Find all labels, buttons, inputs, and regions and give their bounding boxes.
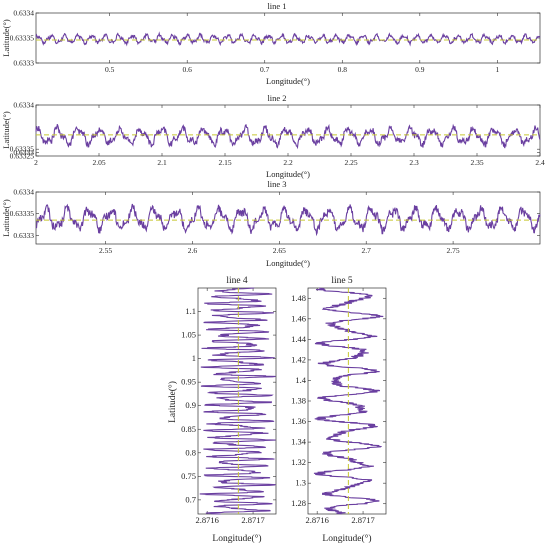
y-tick-label: 1.3	[295, 478, 306, 488]
y-axis-label: Latitude(°)	[167, 381, 178, 423]
y-tick-label: 0.6333	[13, 148, 34, 157]
y-tick-label: 1.36	[291, 416, 306, 426]
y-axis-label: Latitude(°)	[1, 199, 11, 237]
x-tick-label: 2.65	[273, 246, 286, 255]
y-tick-label: 1.05	[181, 330, 196, 340]
x-axis-label: Longitude(°)	[212, 533, 261, 544]
y-tick-label: 1.1	[185, 306, 196, 316]
x-tick-label: 2.35	[470, 158, 483, 167]
chart-title: line 3	[267, 179, 286, 189]
x-axis-label: Longitude(°)	[322, 533, 371, 544]
x-tick-label: 2.8716	[195, 515, 218, 525]
x-tick-label: 2.1	[157, 158, 167, 167]
y-tick-label: 0.6334	[13, 101, 34, 110]
x-tick-label: 0.8	[338, 65, 348, 74]
x-tick-label: 0.9	[415, 65, 425, 74]
data-line	[35, 203, 541, 237]
y-tick-label: 1.46	[291, 313, 306, 323]
x-tick-label: 2.05	[92, 158, 105, 167]
y-tick-label: 0.63335	[10, 209, 35, 218]
chart-title: line 5	[331, 276, 353, 286]
y-tick-label: 1.44	[291, 334, 307, 344]
y-tick-label: 1.34	[291, 437, 307, 447]
y-tick-label: 0.9	[185, 400, 196, 410]
x-tick-label: 0.6	[183, 65, 193, 74]
y-tick-label: 0.95	[181, 377, 196, 387]
y-tick-label: 1.4	[295, 375, 306, 385]
x-axis-label: Longitude(°)	[266, 169, 310, 179]
y-tick-label: 0.63335	[10, 145, 35, 154]
y-tick-label: 1.42	[291, 354, 306, 364]
x-tick-label: 2.15	[218, 158, 231, 167]
x-tick-label: 2.4	[535, 158, 545, 167]
x-tick-label: 2.8716	[305, 515, 328, 525]
data-line	[35, 123, 541, 150]
plot-frame	[197, 287, 277, 515]
y-tick-label: 0.6333	[13, 59, 34, 68]
chart-title: line 2	[267, 93, 286, 103]
y-tick-label: 1.48	[291, 293, 306, 303]
data-line	[313, 287, 384, 515]
data-line	[35, 31, 541, 47]
plot-frame	[35, 191, 541, 245]
y-tick-label: 0.75	[181, 471, 196, 481]
x-tick-label: 2	[34, 158, 38, 167]
x-tick-label: 0.7	[260, 65, 270, 74]
chart-line-3: line 3 0.6333 0.63335 0.6334 2.55 2.6 2.65 2.…	[1, 179, 541, 268]
plot-frame	[35, 104, 541, 157]
y-tick-label: 0.6334	[13, 9, 34, 18]
x-tick-label: 2.7	[362, 246, 372, 255]
x-tick-label: 2.55	[99, 246, 112, 255]
x-tick-label: 2.2	[283, 158, 293, 167]
y-tick-label: 1.28	[291, 498, 306, 508]
y-tick-label: 0.7	[185, 494, 196, 504]
y-axis-label: Latitude(°)	[1, 111, 11, 149]
x-tick-label: 2.6	[188, 246, 198, 255]
y-tick-label: 0.85	[181, 424, 196, 434]
y-tick-label: 0.6334	[13, 188, 34, 197]
plot-frame	[307, 287, 387, 515]
y-tick-label: 1.32	[291, 457, 306, 467]
y-tick-label: 0.8	[185, 447, 196, 457]
y-tick-label: 0.63335	[10, 34, 35, 43]
y-axis-label: Latitude(°)	[1, 19, 11, 57]
chart-line-5: line 5 1.28 1.3 1.32 1.34 1.36 1.38 1.4 1.42 1.4…	[291, 276, 387, 544]
x-tick-label: 2.75	[447, 246, 460, 255]
x-tick-label: 2.8717	[241, 515, 264, 525]
y-tick-label: 1	[192, 353, 196, 363]
data-line	[199, 287, 276, 515]
y-tick-label: 0.6333	[13, 231, 34, 240]
x-tick-label: 1	[495, 65, 499, 74]
x-axis-label: Longitude(°)	[266, 258, 310, 268]
x-tick-label: 2.3	[409, 158, 419, 167]
chart-line-4: line 4 0.7 0.75 0.8 0.85 0.9 0.95 1 1.05 1.1 2.8…	[167, 276, 277, 544]
x-axis-label: Longitude(°)	[266, 76, 310, 86]
x-tick-label: 2.8717	[351, 515, 374, 525]
x-tick-label: 0.5	[105, 65, 115, 74]
chart-line-1: line 1 0.6333 0.63335 0.6334 0.5 0.6 0.7 0.8 0…	[1, 1, 541, 86]
y-tick-label: 1.38	[291, 396, 306, 406]
chart-title: line 4	[226, 276, 248, 286]
y-tick-label: 0.63325	[10, 152, 35, 161]
chart-title: line 1	[267, 1, 286, 11]
plot-frame	[35, 12, 541, 64]
x-tick-label: 2.25	[344, 158, 357, 167]
